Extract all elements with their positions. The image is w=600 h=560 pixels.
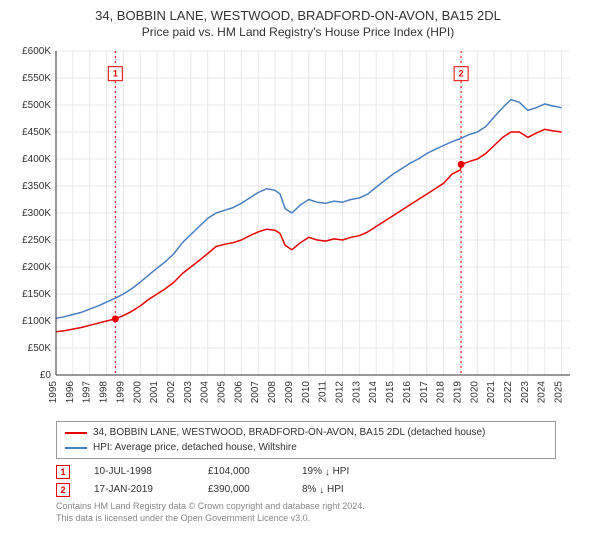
svg-text:2023: 2023 xyxy=(520,381,531,404)
svg-text:£50K: £50K xyxy=(28,343,52,354)
svg-text:2013: 2013 xyxy=(351,381,362,404)
svg-text:£600K: £600K xyxy=(22,46,51,57)
svg-text:2017: 2017 xyxy=(419,381,430,404)
transaction-row: 2 17-JAN-2019 £390,000 8% ↓ HPI xyxy=(56,481,556,499)
svg-text:1999: 1999 xyxy=(115,381,126,404)
svg-text:2022: 2022 xyxy=(503,381,514,404)
svg-text:2001: 2001 xyxy=(149,381,160,404)
transaction-marker: 2 xyxy=(56,483,70,497)
transaction-row: 1 10-JUL-1998 £104,000 19% ↓ HPI xyxy=(56,463,556,481)
svg-text:£150K: £150K xyxy=(22,289,51,300)
svg-text:£350K: £350K xyxy=(22,181,51,192)
svg-text:2014: 2014 xyxy=(368,381,379,404)
chart-container: 34, BOBBIN LANE, WESTWOOD, BRADFORD-ON-A… xyxy=(0,0,600,560)
svg-text:2021: 2021 xyxy=(486,381,497,404)
svg-text:2016: 2016 xyxy=(402,381,413,404)
transaction-price: £104,000 xyxy=(208,463,278,481)
svg-text:£200K: £200K xyxy=(22,262,51,273)
svg-text:£550K: £550K xyxy=(22,73,51,84)
chart-plot-area: £0 £50K £100K £150K £200K £250K £300K £350K £400… xyxy=(12,45,584,415)
svg-text:2009: 2009 xyxy=(284,381,295,404)
transaction-price: £390,000 xyxy=(208,481,278,499)
transaction-date: 17-JAN-2019 xyxy=(94,481,184,499)
svg-text:£400K: £400K xyxy=(22,154,51,165)
svg-text:2003: 2003 xyxy=(183,381,194,404)
chart-svg: £0 £50K £100K £150K £200K £250K £300K £350K £400… xyxy=(12,45,580,415)
svg-text:1997: 1997 xyxy=(82,381,93,404)
svg-text:£450K: £450K xyxy=(22,127,51,138)
svg-text:1996: 1996 xyxy=(65,381,76,404)
svg-text:2011: 2011 xyxy=(318,381,329,403)
legend-label: 34, BOBBIN LANE, WESTWOOD, BRADFORD-ON-A… xyxy=(93,425,485,440)
svg-text:£100K: £100K xyxy=(22,316,51,327)
transaction-marker: 1 xyxy=(56,465,70,479)
svg-text:2007: 2007 xyxy=(250,381,261,404)
legend-swatch xyxy=(65,447,87,449)
svg-text:2020: 2020 xyxy=(469,381,480,404)
svg-text:£0: £0 xyxy=(40,370,52,381)
down-arrow-icon: ↓ xyxy=(319,482,324,500)
legend-label: HPI: Average price, detached house, Wilt… xyxy=(93,440,297,455)
svg-text:2008: 2008 xyxy=(267,381,278,404)
footer-attribution: Contains HM Land Registry data © Crown c… xyxy=(56,501,556,524)
svg-text:2000: 2000 xyxy=(132,381,143,404)
svg-text:2010: 2010 xyxy=(301,381,312,404)
down-arrow-icon: ↓ xyxy=(325,464,330,482)
svg-text:2004: 2004 xyxy=(200,381,211,404)
svg-text:1995: 1995 xyxy=(48,381,59,404)
svg-text:2025: 2025 xyxy=(554,381,565,404)
svg-text:£250K: £250K xyxy=(22,235,51,246)
transaction-delta: 19% ↓ HPI xyxy=(302,463,372,481)
svg-text:2019: 2019 xyxy=(452,381,463,404)
transaction-table: 1 10-JUL-1998 £104,000 19% ↓ HPI 2 17-JAN-201… xyxy=(56,463,556,499)
legend-row: HPI: Average price, detached house, Wilt… xyxy=(65,440,547,455)
legend: 34, BOBBIN LANE, WESTWOOD, BRADFORD-ON-A… xyxy=(56,421,556,459)
legend-swatch xyxy=(65,432,87,434)
legend-row: 34, BOBBIN LANE, WESTWOOD, BRADFORD-ON-A… xyxy=(65,425,547,440)
svg-text:2012: 2012 xyxy=(334,381,345,404)
svg-text:1998: 1998 xyxy=(99,381,110,404)
svg-text:1: 1 xyxy=(113,69,118,79)
chart-subtitle: Price paid vs. HM Land Registry's House … xyxy=(12,25,584,39)
transaction-delta: 8% ↓ HPI xyxy=(302,481,372,499)
svg-text:£300K: £300K xyxy=(22,208,51,219)
svg-text:2018: 2018 xyxy=(436,381,447,404)
footer-line-1: Contains HM Land Registry data © Crown c… xyxy=(56,501,556,513)
svg-text:2: 2 xyxy=(459,69,464,79)
svg-text:2024: 2024 xyxy=(537,381,548,404)
svg-text:2015: 2015 xyxy=(385,381,396,404)
svg-text:2005: 2005 xyxy=(217,381,228,404)
svg-text:2002: 2002 xyxy=(166,381,177,404)
svg-text:£500K: £500K xyxy=(22,100,51,111)
chart-title: 34, BOBBIN LANE, WESTWOOD, BRADFORD-ON-A… xyxy=(12,8,584,23)
transaction-date: 10-JUL-1998 xyxy=(94,463,184,481)
footer-line-2: This data is licensed under the Open Gov… xyxy=(56,513,556,525)
svg-text:2006: 2006 xyxy=(233,381,244,404)
